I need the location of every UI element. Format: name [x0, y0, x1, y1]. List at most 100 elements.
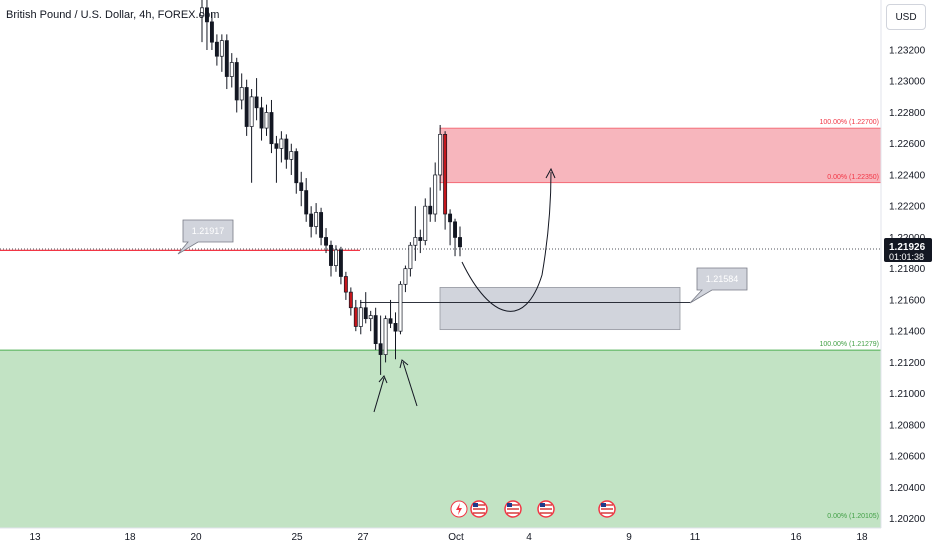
candle-body	[299, 182, 304, 191]
candle-body	[363, 307, 368, 320]
candle	[368, 310, 373, 332]
candle	[264, 104, 269, 136]
candle	[205, 0, 209, 50]
candle-body	[448, 213, 453, 223]
candle	[423, 198, 428, 246]
us-flag-icon	[470, 500, 488, 518]
candle-body	[234, 62, 239, 101]
price-axis-bg	[881, 0, 932, 550]
us-flag-icon	[598, 500, 616, 518]
candle-body	[314, 212, 319, 227]
candle-body	[229, 62, 234, 77]
price-tag-value: 1.21926	[889, 242, 926, 253]
candle	[363, 292, 368, 324]
candle	[448, 209, 453, 246]
y-tick-label: 1.21600	[889, 295, 926, 306]
candle-body	[388, 318, 393, 324]
x-tick-label: 27	[357, 532, 369, 543]
x-tick-label: 18	[124, 532, 136, 543]
candle	[324, 228, 328, 254]
y-tick-label: 1.21200	[889, 358, 926, 369]
candle	[200, 0, 204, 43]
y-tick-label: 1.20400	[889, 483, 926, 494]
candle	[413, 206, 418, 261]
candle-body	[334, 249, 338, 266]
candle	[209, 12, 214, 50]
candle	[254, 78, 259, 121]
projection-curve	[461, 171, 552, 312]
candle-body	[259, 107, 264, 129]
us-flag-icon	[537, 500, 555, 518]
candle	[269, 99, 274, 154]
us-flag-icon	[504, 500, 522, 518]
currency-button[interactable]: USD	[886, 4, 926, 30]
x-tick-label: Oct	[448, 532, 464, 543]
candle	[393, 312, 398, 360]
candle-body	[358, 307, 363, 327]
arrow-right-low-head	[399, 359, 409, 369]
arrow-left-low-head	[378, 375, 388, 384]
candle	[289, 143, 294, 175]
price-tag-countdown: 01:01:38	[889, 252, 924, 262]
y-tick-label: 1.23200	[889, 45, 926, 56]
candle	[453, 218, 457, 257]
candle-body	[209, 21, 214, 43]
candle-body	[200, 7, 204, 16]
x-tick-label: 9	[626, 532, 632, 543]
candle	[284, 134, 289, 169]
sell-zone	[439, 127, 882, 184]
candle-body	[428, 205, 433, 215]
candle-body	[343, 276, 348, 293]
y-tick-label: 1.21000	[889, 389, 926, 400]
candle	[229, 53, 234, 88]
y-tick-label: 1.22200	[889, 202, 926, 213]
fib-label-green-bottom: 0.00% (1.20105)	[827, 513, 879, 520]
candle	[398, 281, 403, 335]
y-tick-label: 1.20200	[889, 514, 926, 525]
candle	[438, 124, 443, 191]
candle-body	[294, 151, 299, 184]
x-tick-label: 16	[790, 532, 802, 543]
candle	[319, 207, 324, 246]
candle-body	[324, 237, 328, 246]
candle	[224, 34, 229, 90]
candle	[428, 187, 433, 222]
candle-body	[433, 174, 438, 215]
candle-body	[239, 87, 244, 101]
candle-body	[309, 213, 314, 227]
candle	[259, 96, 264, 141]
candle-body	[353, 307, 358, 327]
y-tick-label: 1.21800	[889, 264, 926, 275]
candle-body	[205, 7, 209, 23]
fib-label-green-top: 100.00% (1.21279)	[819, 341, 879, 348]
candle	[373, 307, 378, 350]
candle-body	[284, 138, 289, 160]
candle-body	[264, 112, 269, 129]
candle	[249, 89, 254, 183]
candle-body	[458, 237, 462, 248]
candle-body	[383, 318, 388, 355]
target-box	[439, 287, 681, 331]
buy-zone	[0, 350, 881, 528]
candle	[458, 226, 462, 257]
chart-title: British Pound / U.S. Dollar, 4h, FOREX.c…	[6, 9, 220, 21]
flash-icon	[450, 500, 468, 518]
candle-body	[319, 212, 324, 238]
candle	[279, 131, 284, 163]
candle	[329, 240, 333, 277]
candle-body	[279, 138, 284, 149]
candle	[403, 265, 408, 293]
candle	[239, 73, 244, 110]
candle-body	[224, 40, 229, 77]
candle	[348, 287, 353, 316]
candle-body	[438, 133, 443, 176]
projection-arrowhead	[545, 167, 556, 179]
candle	[294, 148, 299, 194]
candle	[214, 34, 219, 66]
candle-body	[403, 268, 408, 285]
candle-body	[443, 133, 448, 215]
candle-body	[289, 151, 294, 160]
candle	[358, 299, 363, 335]
